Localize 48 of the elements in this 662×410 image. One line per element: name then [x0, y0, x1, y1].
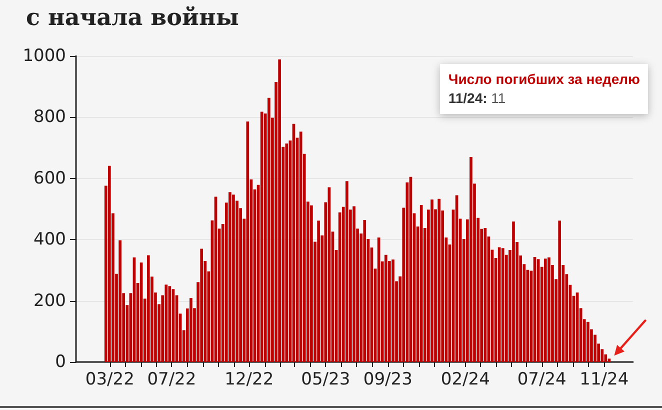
bar: [470, 156, 472, 362]
bar: [260, 112, 264, 362]
bar: [228, 192, 232, 362]
x-tick-label: 05/23: [301, 370, 350, 390]
x-tick-label: 03/22: [85, 370, 134, 390]
y-tick-label: 400: [34, 230, 66, 250]
x-tick-label: 11/24: [580, 370, 629, 390]
x-tick-label: 12/22: [224, 370, 274, 390]
bar: [232, 194, 235, 362]
bar: [384, 254, 388, 362]
x-tick-label: 02/24: [440, 370, 490, 390]
bar: [345, 181, 348, 362]
bar: [268, 98, 270, 362]
bar: [430, 200, 434, 362]
bar: [246, 121, 250, 362]
bar: [420, 205, 423, 362]
annotation: Число погибших за неделю 11/24: 11: [448, 70, 640, 106]
bar: [438, 198, 440, 362]
y-tick-label: 800: [34, 107, 66, 128]
bar: [285, 144, 288, 362]
x-tick-label: 09/23: [363, 370, 412, 390]
bar: [352, 206, 356, 362]
y-tick-label: 600: [34, 168, 66, 188]
bar: [200, 248, 203, 362]
y-tick-label: 1000: [22, 46, 66, 66]
bar: [164, 284, 168, 362]
chart-title: с начала войны: [26, 4, 239, 31]
x-tick-label: 07/24: [517, 370, 566, 390]
y-tick-label: 0: [55, 352, 66, 372]
bar: [608, 358, 611, 362]
bar: [558, 220, 561, 362]
bar: [190, 298, 192, 362]
bar: [392, 259, 394, 362]
bar: [586, 322, 590, 362]
bar: [278, 59, 281, 362]
bar: [317, 220, 320, 362]
bar: [146, 255, 150, 362]
bar: [108, 166, 111, 362]
bar: [512, 222, 515, 362]
bar: [544, 258, 547, 362]
bar: [118, 240, 122, 362]
bar: [548, 257, 550, 362]
bar: [310, 205, 313, 362]
bar: [363, 220, 366, 362]
bar: [501, 248, 504, 362]
bar: [484, 228, 487, 362]
x-tick-label: 07/22: [147, 370, 196, 390]
y-tick-label: 200: [34, 290, 66, 311]
